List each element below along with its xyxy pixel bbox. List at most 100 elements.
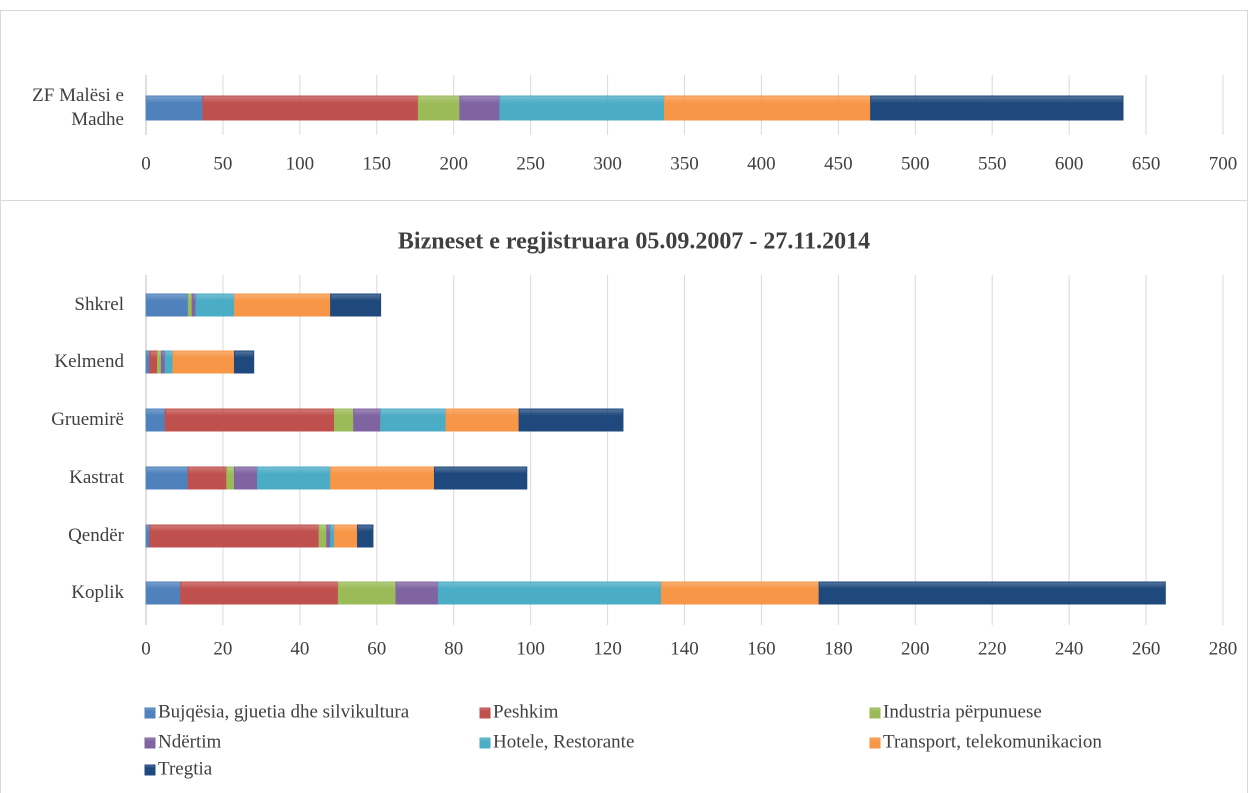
legend-label: Transport, telekomunikacion bbox=[883, 731, 1102, 752]
legend-swatch bbox=[144, 707, 156, 719]
bar-segment bbox=[187, 466, 228, 490]
x-tick-label: 140 bbox=[670, 638, 699, 659]
x-tick-label: 350 bbox=[670, 153, 699, 174]
category-label: Gruemirë bbox=[51, 409, 124, 430]
x-tick-label: 400 bbox=[747, 153, 776, 174]
x-tick-label: 160 bbox=[747, 638, 776, 659]
x-tick-label: 0 bbox=[141, 153, 151, 174]
bar-segment bbox=[337, 581, 397, 605]
bar-segment bbox=[333, 524, 359, 548]
bar-segment bbox=[518, 408, 624, 432]
legend-label: Ndërtim bbox=[158, 731, 222, 752]
x-tick-label: 280 bbox=[1209, 638, 1238, 659]
bar-segment bbox=[191, 293, 197, 317]
x-tick-label: 500 bbox=[901, 153, 930, 174]
x-tick-label: 100 bbox=[286, 153, 315, 174]
bar-segment bbox=[233, 466, 259, 490]
bar-segment bbox=[164, 408, 335, 432]
bar-segment bbox=[417, 95, 461, 121]
x-tick-label: 650 bbox=[1132, 153, 1161, 174]
bar-segment bbox=[459, 95, 501, 121]
bar-segment bbox=[164, 350, 174, 374]
legend-swatch bbox=[144, 737, 156, 749]
x-tick-label: 600 bbox=[1055, 153, 1084, 174]
bar-segment bbox=[326, 524, 332, 548]
x-tick-label: 150 bbox=[363, 153, 392, 174]
x-tick-label: 220 bbox=[978, 638, 1007, 659]
bar-segment bbox=[499, 95, 665, 121]
bar-segment bbox=[172, 350, 235, 374]
x-tick-label: 20 bbox=[213, 638, 232, 659]
legend-label: Bujqësia, gjuetia dhe silvikultura bbox=[158, 701, 410, 722]
bar-segment bbox=[145, 293, 189, 317]
legend-label: Tregtia bbox=[158, 758, 213, 779]
bar-segment bbox=[663, 95, 872, 121]
bar-segment bbox=[145, 95, 204, 121]
bar-segment bbox=[157, 350, 162, 374]
x-tick-label: 240 bbox=[1055, 638, 1084, 659]
legend-label: Industria përpunuese bbox=[883, 701, 1042, 722]
bar-segment bbox=[233, 293, 332, 317]
bar-segment bbox=[660, 581, 820, 605]
bar-segment bbox=[330, 293, 382, 317]
legend-swatch bbox=[479, 737, 491, 749]
legend-swatch bbox=[869, 707, 881, 719]
bar-segment bbox=[353, 408, 382, 432]
x-tick-label: 550 bbox=[978, 153, 1007, 174]
legend-label: Peshkim bbox=[493, 701, 559, 722]
x-tick-label: 300 bbox=[593, 153, 622, 174]
bar-segment bbox=[357, 524, 374, 548]
category-label: Shkrel bbox=[74, 294, 124, 315]
x-tick-label: 450 bbox=[824, 153, 853, 174]
x-tick-label: 60 bbox=[367, 638, 386, 659]
category-label: Kastrat bbox=[69, 467, 124, 488]
bar-segment bbox=[149, 350, 159, 374]
category-label: Qendër bbox=[68, 525, 124, 546]
bar-segment bbox=[380, 408, 447, 432]
x-tick-label: 80 bbox=[444, 638, 463, 659]
legend-swatch bbox=[144, 764, 156, 776]
bar-segment bbox=[870, 95, 1124, 121]
bar-segment bbox=[187, 293, 193, 317]
bar-segment bbox=[145, 581, 182, 605]
x-tick-label: 260 bbox=[1132, 638, 1161, 659]
legend-swatch bbox=[479, 707, 491, 719]
legend-label: Hotele, Restorante bbox=[493, 731, 634, 752]
bar-segment bbox=[330, 466, 435, 490]
category-label: ZF Malësi e Madhe bbox=[32, 85, 124, 130]
x-tick-label: 120 bbox=[593, 638, 622, 659]
bar-segment bbox=[818, 581, 1166, 605]
bar-segment bbox=[257, 466, 332, 490]
x-tick-label: 50 bbox=[213, 153, 232, 174]
bar-segment bbox=[145, 350, 151, 374]
bar-segment bbox=[330, 524, 335, 548]
bar-segment bbox=[437, 581, 662, 605]
bar-segment bbox=[145, 408, 166, 432]
x-tick-label: 200 bbox=[439, 153, 468, 174]
bar-segment bbox=[333, 408, 355, 432]
x-tick-label: 700 bbox=[1209, 153, 1238, 174]
x-tick-label: 40 bbox=[290, 638, 309, 659]
bar-segment bbox=[145, 466, 189, 490]
category-label: Koplik bbox=[71, 582, 124, 603]
bar-segment bbox=[445, 408, 520, 432]
category-label: Kelmend bbox=[54, 351, 124, 372]
x-tick-label: 200 bbox=[901, 638, 930, 659]
bar-segment bbox=[395, 581, 439, 605]
chart-title: Bizneset e regjistruara 05.09.2007 - 27.… bbox=[398, 229, 870, 255]
bar-segment bbox=[433, 466, 528, 490]
bar-segment bbox=[202, 95, 419, 121]
x-tick-label: 0 bbox=[141, 638, 151, 659]
x-tick-label: 100 bbox=[516, 638, 545, 659]
bar-segment bbox=[145, 524, 151, 548]
bar-segment bbox=[160, 350, 166, 374]
bar-segment bbox=[318, 524, 328, 548]
bar-segment bbox=[180, 581, 339, 605]
x-tick-label: 250 bbox=[516, 153, 545, 174]
bar-segment bbox=[226, 466, 235, 490]
bar-segment bbox=[149, 524, 320, 548]
bar-segment bbox=[233, 350, 255, 374]
x-tick-label: 180 bbox=[824, 638, 853, 659]
